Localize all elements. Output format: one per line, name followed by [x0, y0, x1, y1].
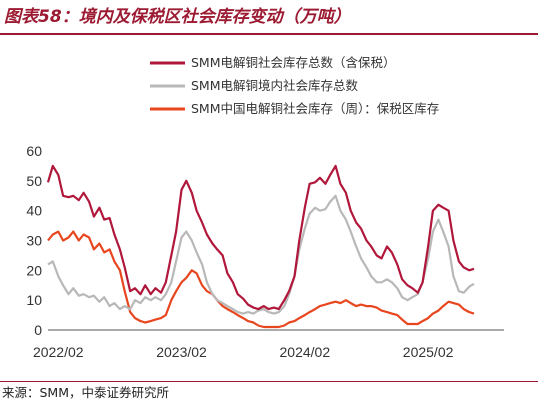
y-tick-label: 0: [34, 322, 42, 338]
legend-label: SMM中国电解铜社会库存（周）：保税区库存: [191, 101, 439, 116]
series-line: [47, 194, 475, 315]
y-tick-label: 10: [26, 292, 42, 308]
legend-label: SMM电解铜境内社会库存总数: [191, 78, 359, 93]
title-rule: [0, 33, 538, 35]
x-tick-label: 2022/02: [33, 344, 84, 360]
axes: 0 10 20 30 40 50 60 2022/02 2023/02 2024/02 2025/0…: [26, 143, 504, 360]
x-tick-label: 2025/02: [403, 344, 454, 360]
legend-label: SMM电解铜社会库存总数（含保税）: [191, 55, 396, 70]
source-note: 来源：SMM，中泰证券研究所: [2, 385, 170, 400]
y-tick-label: 40: [26, 203, 42, 219]
series-line: [46, 164, 475, 311]
source-rule: [0, 381, 538, 382]
y-tick-label: 20: [26, 262, 42, 278]
y-tick-label: 60: [26, 143, 42, 159]
legend: SMM电解铜社会库存总数（含保税） SMM电解铜境内社会库存总数 SMM中国电解铜社…: [150, 55, 439, 116]
x-tick-label: 2023/02: [156, 344, 207, 360]
series-line: [47, 230, 475, 329]
y-tick-label: 30: [26, 233, 42, 249]
y-tick-label: 50: [26, 173, 42, 189]
series-lines: [46, 164, 475, 329]
figure-title: 图表58：境内及保税区社会库存变动（万吨）: [4, 7, 351, 27]
x-tick-label: 2024/02: [280, 344, 331, 360]
